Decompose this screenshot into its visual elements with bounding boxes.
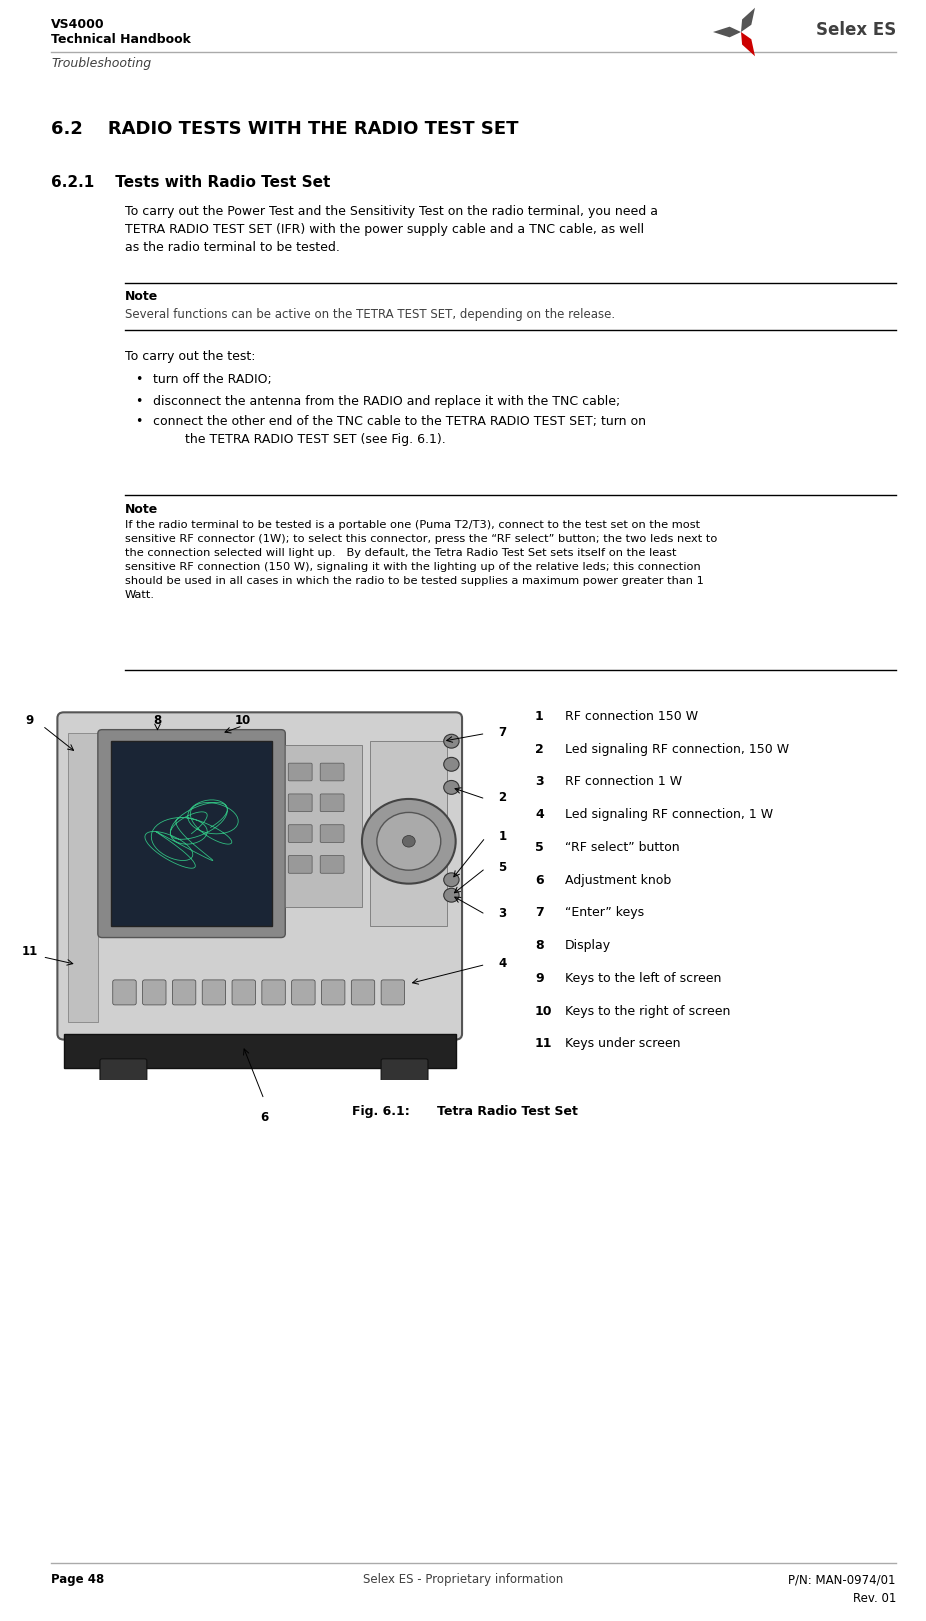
Text: turn off the RADIO;: turn off the RADIO; — [153, 373, 271, 386]
Text: Selex ES - Proprietary information: Selex ES - Proprietary information — [363, 1572, 563, 1585]
FancyBboxPatch shape — [285, 746, 362, 906]
Text: Keys to the left of screen: Keys to the left of screen — [565, 973, 721, 986]
FancyBboxPatch shape — [64, 1034, 456, 1068]
Text: Technical Handbook: Technical Handbook — [51, 32, 191, 45]
Text: 8: 8 — [535, 939, 544, 952]
FancyBboxPatch shape — [320, 856, 344, 874]
Circle shape — [444, 734, 459, 749]
Text: 2: 2 — [498, 791, 507, 804]
Text: •: • — [135, 396, 143, 408]
Text: P/N: MAN-0974/01: P/N: MAN-0974/01 — [789, 1572, 896, 1585]
Text: 6: 6 — [260, 1110, 269, 1123]
FancyBboxPatch shape — [57, 712, 462, 1039]
Text: 6.2.1    Tests with Radio Test Set: 6.2.1 Tests with Radio Test Set — [51, 175, 331, 190]
Text: Note: Note — [125, 290, 158, 303]
Text: “Enter” keys: “Enter” keys — [565, 906, 644, 919]
Text: RF connection 150 W: RF connection 150 W — [565, 710, 698, 723]
Text: •: • — [135, 373, 143, 386]
Text: •: • — [135, 415, 143, 428]
Text: 6: 6 — [535, 874, 544, 887]
Circle shape — [377, 812, 441, 870]
Polygon shape — [741, 8, 755, 32]
Text: 2: 2 — [535, 742, 544, 755]
FancyBboxPatch shape — [113, 981, 136, 1005]
Text: 1: 1 — [498, 830, 507, 843]
FancyBboxPatch shape — [288, 825, 312, 843]
FancyBboxPatch shape — [382, 981, 405, 1005]
Text: 7: 7 — [498, 726, 507, 739]
Circle shape — [444, 888, 459, 903]
Text: VS4000: VS4000 — [51, 18, 105, 31]
FancyBboxPatch shape — [382, 1059, 428, 1081]
Text: disconnect the antenna from the RADIO and replace it with the TNC cable;: disconnect the antenna from the RADIO an… — [153, 396, 620, 408]
FancyBboxPatch shape — [351, 981, 375, 1005]
Circle shape — [444, 757, 459, 772]
FancyBboxPatch shape — [232, 981, 256, 1005]
Text: 9: 9 — [535, 973, 544, 986]
Text: If the radio terminal to be tested is a portable one (Puma T2/T3), connect to th: If the radio terminal to be tested is a … — [125, 520, 718, 600]
Text: Several functions can be active on the TETRA TEST SET, depending on the release.: Several functions can be active on the T… — [125, 308, 615, 321]
Circle shape — [444, 780, 459, 794]
Circle shape — [403, 835, 415, 848]
Text: 6.2    RADIO TESTS WITH THE RADIO TEST SET: 6.2 RADIO TESTS WITH THE RADIO TEST SET — [51, 120, 519, 138]
Text: 1: 1 — [535, 710, 544, 723]
FancyBboxPatch shape — [288, 856, 312, 874]
FancyBboxPatch shape — [320, 825, 344, 843]
Text: To carry out the test:: To carry out the test: — [125, 350, 256, 363]
Text: 9: 9 — [26, 715, 34, 728]
Text: 4: 4 — [498, 956, 507, 969]
FancyBboxPatch shape — [320, 763, 344, 781]
Text: 7: 7 — [535, 906, 544, 919]
FancyBboxPatch shape — [288, 794, 312, 812]
Polygon shape — [713, 26, 741, 37]
Text: Keys under screen: Keys under screen — [565, 1037, 681, 1050]
Text: Tetra Radio Test Set: Tetra Radio Test Set — [437, 1106, 578, 1118]
Text: Page 48: Page 48 — [51, 1572, 105, 1585]
FancyBboxPatch shape — [100, 1059, 147, 1081]
Text: 10: 10 — [234, 715, 251, 728]
Text: To carry out the Power Test and the Sensitivity Test on the radio terminal, you : To carry out the Power Test and the Sens… — [125, 204, 658, 254]
FancyBboxPatch shape — [262, 981, 285, 1005]
Text: Selex ES: Selex ES — [816, 21, 896, 39]
Text: connect the other end of the TNC cable to the TETRA RADIO TEST SET; turn on
    : connect the other end of the TNC cable t… — [153, 415, 646, 446]
Text: Display: Display — [565, 939, 611, 952]
Text: Note: Note — [125, 503, 158, 515]
FancyBboxPatch shape — [110, 741, 272, 926]
Text: 11: 11 — [21, 945, 38, 958]
FancyBboxPatch shape — [202, 981, 226, 1005]
FancyBboxPatch shape — [143, 981, 166, 1005]
Polygon shape — [741, 32, 755, 57]
Text: Adjustment knob: Adjustment knob — [565, 874, 671, 887]
FancyBboxPatch shape — [370, 741, 447, 926]
Text: 8: 8 — [154, 715, 162, 728]
Text: 11: 11 — [535, 1037, 553, 1050]
FancyBboxPatch shape — [288, 763, 312, 781]
FancyBboxPatch shape — [320, 794, 344, 812]
Text: Troubleshooting: Troubleshooting — [51, 57, 151, 70]
Text: 3: 3 — [498, 906, 507, 919]
Text: 5: 5 — [535, 841, 544, 854]
Circle shape — [362, 799, 456, 883]
Text: Fig. 6.1:: Fig. 6.1: — [352, 1106, 409, 1118]
Text: Rev. 01: Rev. 01 — [853, 1592, 896, 1605]
Circle shape — [444, 872, 459, 887]
Text: RF connection 1 W: RF connection 1 W — [565, 775, 682, 788]
Text: 4: 4 — [535, 809, 544, 822]
Text: Keys to the right of screen: Keys to the right of screen — [565, 1005, 731, 1018]
FancyBboxPatch shape — [98, 729, 285, 937]
FancyBboxPatch shape — [321, 981, 344, 1005]
FancyBboxPatch shape — [68, 733, 98, 1023]
Text: Led signaling RF connection, 1 W: Led signaling RF connection, 1 W — [565, 809, 773, 822]
Text: 10: 10 — [535, 1005, 553, 1018]
Text: 5: 5 — [498, 861, 507, 874]
FancyBboxPatch shape — [172, 981, 195, 1005]
Text: “RF select” button: “RF select” button — [565, 841, 680, 854]
FancyBboxPatch shape — [292, 981, 315, 1005]
Text: Led signaling RF connection, 150 W: Led signaling RF connection, 150 W — [565, 742, 789, 755]
Text: 3: 3 — [535, 775, 544, 788]
